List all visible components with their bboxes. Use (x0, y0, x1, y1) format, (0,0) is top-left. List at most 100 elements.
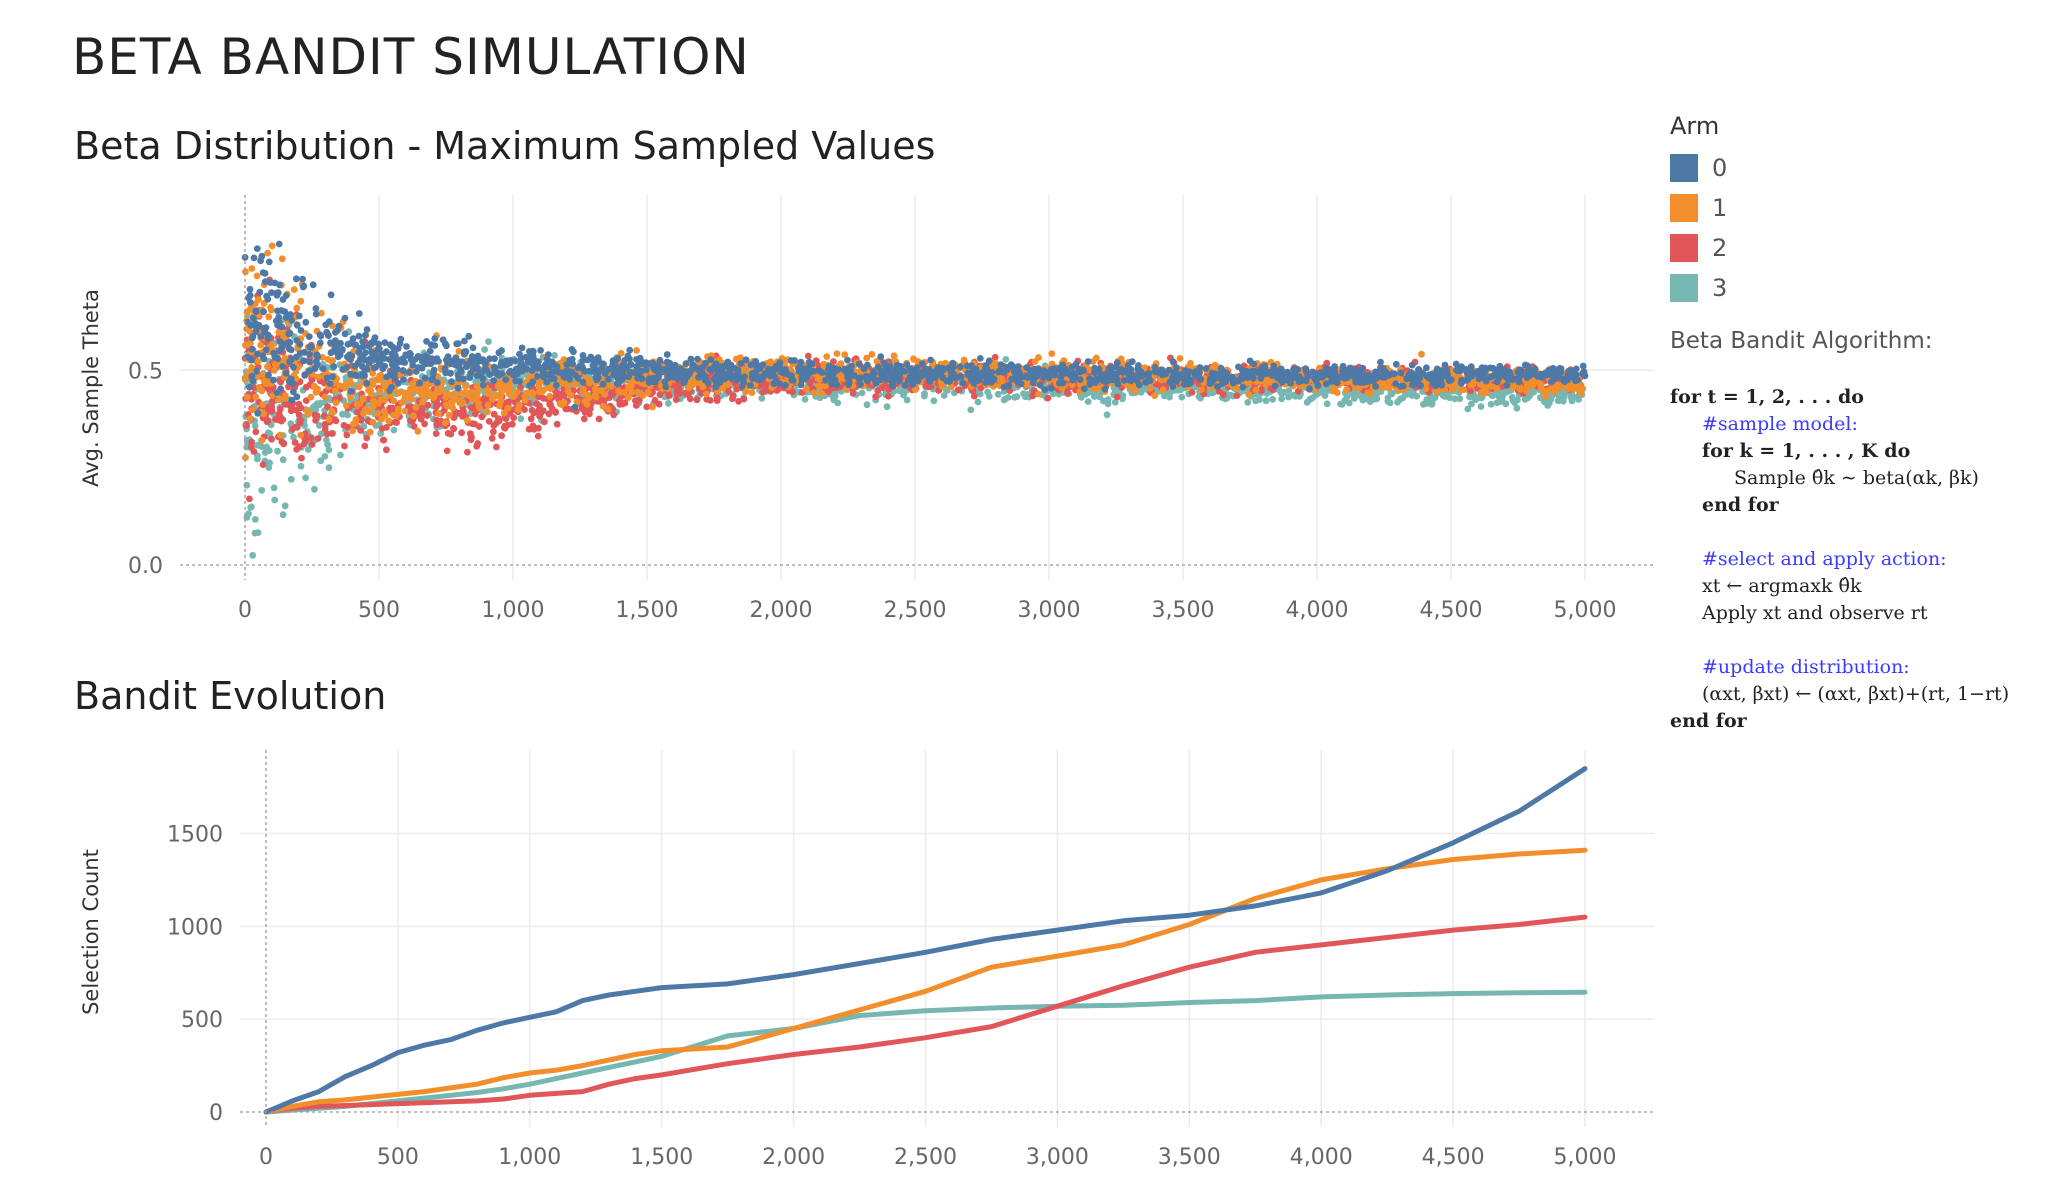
scatter-point (275, 396, 283, 404)
scatter-point (474, 440, 482, 447)
scatter-point (1451, 382, 1459, 389)
scatter-point (1044, 394, 1052, 402)
scatter-point (318, 430, 325, 438)
scatter-point (262, 278, 269, 286)
scatter-point (526, 373, 534, 380)
scatter-point (323, 436, 330, 444)
scatter-point (1219, 391, 1227, 399)
scatter-point (252, 428, 260, 436)
scatter-series-arm-0 (241, 240, 1589, 417)
scatter-point (260, 355, 268, 363)
scatter-point (900, 391, 907, 399)
scatter-point (810, 367, 818, 375)
scatter-point (833, 350, 841, 357)
scatter-point (1380, 380, 1387, 388)
scatter-point (316, 339, 324, 347)
scatter-point (639, 392, 647, 399)
scatter-point (268, 306, 275, 314)
scatter-point (527, 415, 535, 423)
scatter-point (484, 401, 492, 409)
scatter-point (454, 340, 462, 347)
scatter-point (328, 407, 336, 415)
scatter-point (432, 430, 440, 437)
scatter-point (512, 357, 519, 365)
scatter-point (863, 401, 871, 409)
scatter-point (624, 394, 632, 401)
scatter-point (506, 385, 514, 392)
scatter-point (353, 401, 361, 409)
scatter-point (293, 304, 301, 312)
scatter-point (321, 453, 329, 460)
scatter-point (541, 418, 548, 426)
scatter-point (1477, 403, 1485, 410)
page-title: BETA BANDIT SIMULATION (72, 28, 750, 86)
scatter-point (363, 434, 371, 442)
scatter-point (592, 387, 600, 394)
scatter-point (821, 382, 829, 390)
scatter-point (830, 358, 837, 365)
scatter-point (510, 414, 517, 422)
scatter-point (339, 366, 347, 373)
scatter-point (421, 420, 428, 428)
scatter-point (302, 383, 310, 391)
scatter-point (253, 272, 261, 280)
scatter-point (1576, 383, 1583, 391)
scatter-point (564, 387, 572, 394)
scatter-point (385, 417, 392, 425)
scatter-point (610, 411, 618, 419)
scatter-point (1446, 394, 1454, 402)
scatter-point (369, 418, 377, 426)
scatter-point (349, 427, 356, 435)
scatter-point (265, 258, 273, 266)
scatter-point (649, 403, 656, 411)
scatter-point (412, 403, 420, 411)
scatter-point (246, 495, 253, 503)
scatter-point (1471, 394, 1478, 402)
scatter-point (287, 475, 295, 483)
scatter-point (1239, 383, 1247, 391)
scatter-point (825, 388, 832, 396)
scatter-point (801, 396, 809, 403)
scatter-point (1280, 388, 1287, 396)
scatter-point (390, 426, 398, 434)
scatter-point (991, 353, 999, 361)
scatter-point (304, 446, 312, 453)
scatter-point (1478, 394, 1485, 402)
scatter-point (248, 443, 255, 451)
scatter-point (325, 415, 333, 423)
scatter-point (782, 381, 789, 389)
scatter-point (890, 352, 898, 360)
scatter-point (395, 405, 402, 413)
scatter-point (328, 430, 336, 437)
scatter-point (713, 395, 721, 403)
scatter-point (502, 415, 510, 422)
scatter-point (1002, 356, 1010, 363)
scatter-point (686, 395, 694, 403)
scatter-point (1517, 386, 1524, 393)
scatter-point (992, 359, 999, 367)
scatter-point (1386, 378, 1394, 385)
scatter-point (366, 428, 374, 436)
scatter-point (1372, 383, 1380, 390)
scatter-point (634, 388, 642, 396)
scatter-point (308, 441, 316, 448)
scatter-point (407, 403, 415, 411)
scatter-point (259, 371, 267, 378)
scatter-point (1555, 385, 1562, 392)
scatter-point (615, 387, 622, 395)
scatter-point (397, 335, 405, 343)
scatter-point (885, 392, 892, 400)
scatter-point (265, 429, 272, 437)
scatter-point (347, 394, 354, 401)
scatter-point (1104, 400, 1112, 408)
scatter-point (243, 422, 251, 430)
scatter-point (578, 405, 586, 412)
scatter-point (1337, 400, 1344, 408)
scatter-point (410, 423, 418, 430)
scatter-point (352, 419, 359, 427)
scatter-chart-title: Beta Distribution - Maximum Sampled Valu… (74, 124, 936, 168)
scatter-point (536, 402, 543, 410)
scatter-point (242, 454, 249, 461)
scatter-point (302, 397, 310, 404)
